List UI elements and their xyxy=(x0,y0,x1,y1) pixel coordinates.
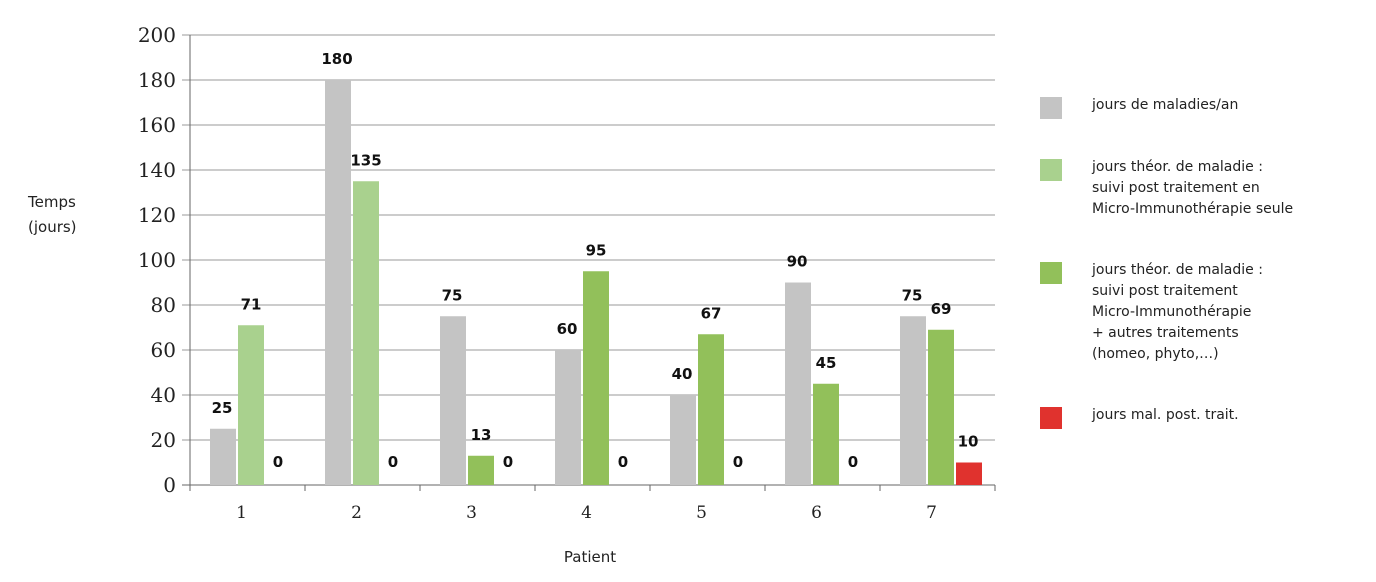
bar xyxy=(440,316,466,485)
data-label: 0 xyxy=(733,453,743,471)
data-label: 75 xyxy=(902,286,923,304)
bar xyxy=(583,271,609,485)
legend-swatch-2 xyxy=(1040,159,1062,181)
x-tick-label: 7 xyxy=(926,503,937,523)
data-label: 69 xyxy=(931,300,952,318)
x-tick-label: 5 xyxy=(696,503,707,523)
x-tick-label: 1 xyxy=(236,503,247,523)
legend-label-2: jours théor. de maladie : suivi post tra… xyxy=(1092,159,1294,217)
y-tick-label: 180 xyxy=(138,68,176,92)
bar xyxy=(353,181,379,485)
y-tick-label: 0 xyxy=(163,473,176,497)
data-label: 180 xyxy=(321,50,352,68)
data-label: 45 xyxy=(816,354,837,372)
x-tick-label: 2 xyxy=(351,503,362,523)
data-label: 0 xyxy=(388,453,398,471)
data-label: 0 xyxy=(618,453,628,471)
y-tick-label: 200 xyxy=(138,23,176,47)
bar xyxy=(468,455,494,485)
y-axis-title-line1: Temps xyxy=(27,193,76,211)
data-labels: 25 71 0 180 135 0 75 13 0 60 95 0 40 67 0 90 45 0 75 69 10 xyxy=(212,50,979,471)
legend-swatch-1 xyxy=(1040,97,1062,119)
data-label: 25 xyxy=(212,399,233,417)
data-label: 75 xyxy=(442,286,463,304)
y-tick-label: 80 xyxy=(151,293,176,317)
bar xyxy=(813,383,839,485)
y-tick-label: 140 xyxy=(138,158,176,182)
y-axis-title-line2: (jours) xyxy=(28,218,77,236)
bar xyxy=(928,329,954,485)
data-label: 40 xyxy=(672,365,693,383)
data-label: 0 xyxy=(273,453,283,471)
bar xyxy=(698,334,724,485)
data-label: 67 xyxy=(701,304,722,322)
data-label: 95 xyxy=(586,241,607,259)
data-label: 90 xyxy=(787,253,808,271)
data-label: 10 xyxy=(958,433,979,451)
bar xyxy=(956,462,982,485)
y-axis-ticks: 0 20 40 60 80 100 120 140 160 180 200 xyxy=(138,23,176,497)
y-tick-label: 60 xyxy=(151,338,176,362)
data-label: 71 xyxy=(241,295,262,313)
legend-label-3: jours théor. de maladie : suivi post tra… xyxy=(1092,262,1263,362)
legend-swatch-4 xyxy=(1040,407,1062,429)
data-label: 0 xyxy=(848,453,858,471)
legend-swatch-3 xyxy=(1040,262,1062,284)
x-tick-label: 4 xyxy=(581,503,592,523)
bar xyxy=(325,80,351,485)
bar xyxy=(238,325,264,485)
x-tick-label: 3 xyxy=(466,503,477,523)
y-tick-label: 100 xyxy=(138,248,176,272)
legend-label-1: jours de maladies/an xyxy=(1092,97,1239,113)
y-tick-label: 120 xyxy=(138,203,176,227)
data-label: 135 xyxy=(350,151,381,169)
bar xyxy=(900,316,926,485)
x-axis-title: Patient xyxy=(564,548,616,566)
x-tick-label: 6 xyxy=(811,503,822,523)
data-label: 0 xyxy=(503,453,513,471)
data-label: 13 xyxy=(471,426,492,444)
data-label: 60 xyxy=(557,320,578,338)
bar xyxy=(555,350,581,485)
bar xyxy=(210,428,236,485)
y-tick-label: 40 xyxy=(151,383,176,407)
y-tick-label: 20 xyxy=(151,428,176,452)
legend-label-4: jours mal. post. trait. xyxy=(1092,407,1239,423)
y-tick-label: 160 xyxy=(138,113,176,137)
bar xyxy=(670,395,696,485)
x-axis-ticks: 1 2 3 4 5 6 7 xyxy=(189,485,996,523)
bar xyxy=(785,282,811,485)
bars xyxy=(210,80,982,485)
